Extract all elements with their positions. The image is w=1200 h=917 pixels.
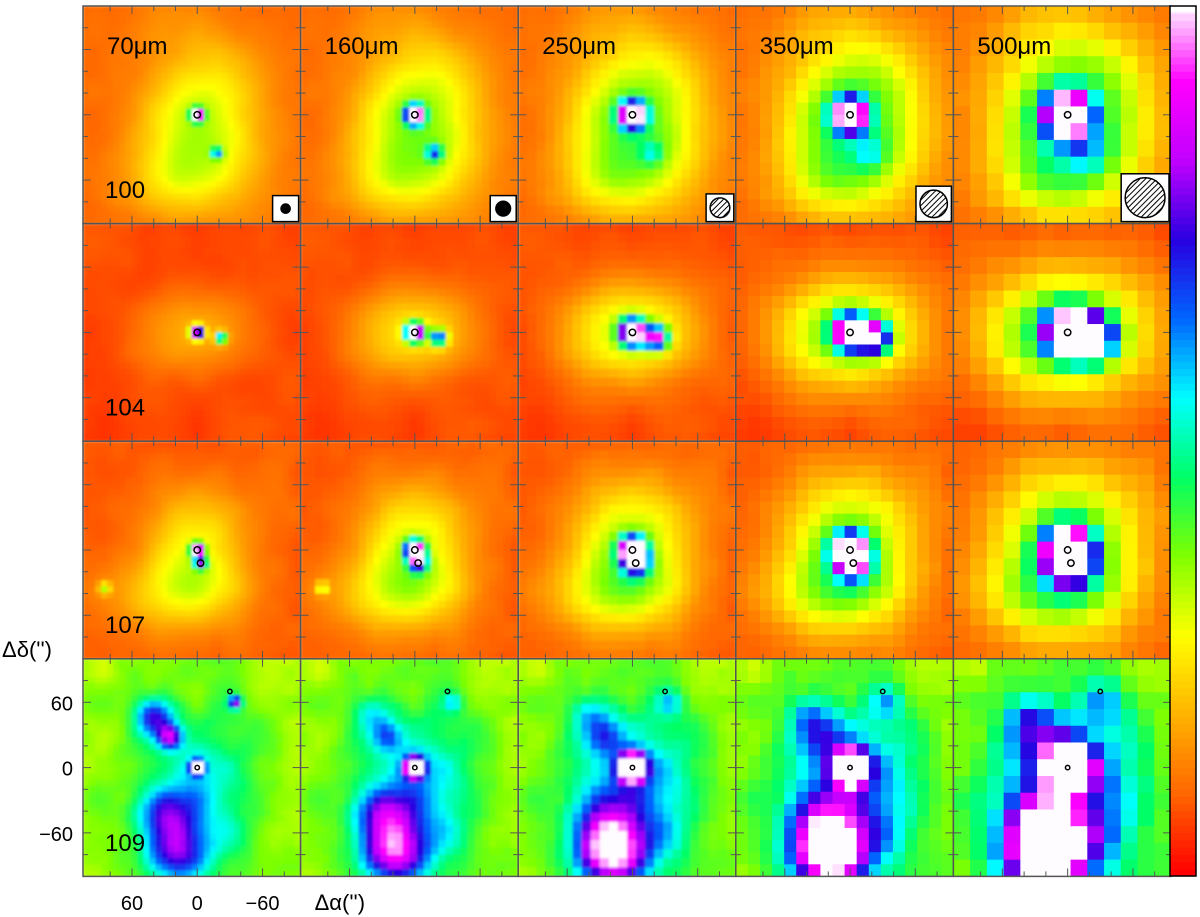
source-marker xyxy=(410,110,419,119)
beam-indicator xyxy=(489,194,517,223)
map-panel xyxy=(735,5,955,225)
map-panel xyxy=(517,5,737,225)
source-marker xyxy=(631,559,640,568)
source-marker xyxy=(196,559,205,568)
source-marker xyxy=(1063,110,1072,119)
map-panel xyxy=(517,222,737,442)
source-marker xyxy=(410,546,419,554)
map-panel xyxy=(735,658,955,878)
source-marker xyxy=(662,688,669,695)
map-panel xyxy=(82,222,302,442)
source-marker xyxy=(193,328,202,337)
source-marker xyxy=(628,546,637,554)
wavelength-label: 250μm xyxy=(542,33,616,60)
source-marker xyxy=(226,688,233,695)
map-panel xyxy=(82,5,302,225)
source-marker xyxy=(410,328,419,337)
x-tick-label: 60 xyxy=(121,893,143,915)
y-tick-label: −60 xyxy=(39,824,73,846)
wavelength-label: 70μm xyxy=(107,33,168,60)
source-marker xyxy=(414,559,423,568)
map-panel xyxy=(82,440,302,660)
source-marker xyxy=(629,764,636,771)
x-axis-label: Δα('') xyxy=(315,890,365,915)
source-marker xyxy=(1064,764,1071,771)
beam-indicator xyxy=(915,185,953,223)
panel-grid: 70μm 160μm 250μm 350μm 500μm 100 104 107 109 60 0 −… xyxy=(39,5,1172,915)
source-marker xyxy=(444,688,451,695)
beam-indicator xyxy=(1120,173,1170,223)
source-marker xyxy=(1063,328,1072,337)
source-marker xyxy=(411,764,418,771)
source-marker xyxy=(879,688,886,695)
source-marker xyxy=(846,110,854,119)
wavelength-label: 160μm xyxy=(325,33,399,60)
map-panel xyxy=(82,658,302,878)
source-marker xyxy=(1097,688,1104,695)
x-tick-label: −60 xyxy=(246,893,280,915)
wavelength-label: 500μm xyxy=(977,33,1051,60)
source-marker xyxy=(1063,546,1072,554)
map-panel xyxy=(299,658,519,878)
map-panel xyxy=(735,222,955,442)
map-panel xyxy=(299,222,519,442)
map-panel xyxy=(299,440,519,660)
map-panel xyxy=(952,5,1172,225)
beam-indicator xyxy=(705,193,735,223)
y-axis-label: Δδ('') xyxy=(2,637,52,662)
map-panel xyxy=(735,440,955,660)
source-marker xyxy=(1066,559,1075,568)
axes-labels: Δδ('') Δα('') xyxy=(2,637,365,915)
x-tick-label: 0 xyxy=(192,893,203,915)
source-marker xyxy=(849,559,858,568)
source-label: 100 xyxy=(105,177,145,204)
source-marker xyxy=(193,546,202,554)
map-panel xyxy=(517,440,737,660)
colorbar xyxy=(1169,5,1197,877)
y-tick-label: 60 xyxy=(51,693,73,715)
source-marker xyxy=(846,328,854,337)
source-marker xyxy=(846,546,854,554)
source-marker xyxy=(847,764,853,771)
source-label: 104 xyxy=(105,395,145,422)
source-label: 107 xyxy=(105,612,145,639)
source-marker xyxy=(194,764,201,771)
source-marker xyxy=(628,328,637,337)
source-label: 109 xyxy=(105,830,145,857)
map-panel xyxy=(952,440,1172,660)
map-panel xyxy=(517,658,737,878)
source-marker xyxy=(193,110,202,119)
wavelength-label: 350μm xyxy=(760,33,834,60)
map-panel xyxy=(952,658,1172,878)
map-panel xyxy=(952,222,1172,442)
beam-indicator xyxy=(271,194,300,223)
y-tick-label: 0 xyxy=(62,759,73,781)
source-marker xyxy=(628,110,637,119)
